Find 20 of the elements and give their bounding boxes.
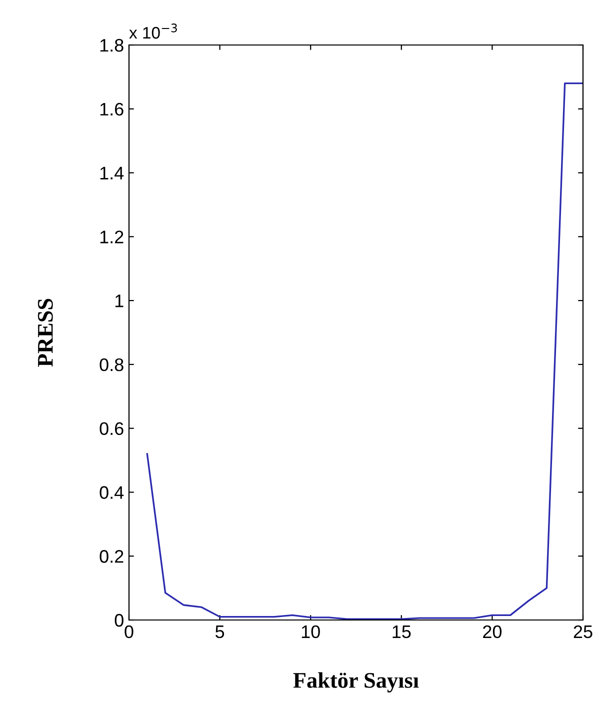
y-tick-label: 0.4 <box>100 486 124 499</box>
y-axis-title: PRESS <box>38 298 53 367</box>
text: x 10$^{−3}$ <box>129 24 177 39</box>
x-tick-label: 25 <box>574 625 592 638</box>
x-tick-label: 15 <box>392 626 411 638</box>
y-tick-label: 1.6 <box>100 102 124 116</box>
y-tick-label: 0.8 <box>100 358 124 372</box>
x-tick-label: 5 <box>216 626 224 638</box>
y-tick-label: 1.8 <box>100 38 124 52</box>
x-tick-label: 0 <box>124 625 134 638</box>
line-series <box>146 82 583 620</box>
y-tick-label: 0 <box>114 614 124 627</box>
y-tick-label: 0.2 <box>100 550 124 563</box>
x-axis-title: Faktör Sayısı <box>293 672 419 692</box>
y-tick-label: 0.6 <box>100 422 124 436</box>
y-tick-label: 1 <box>115 294 124 308</box>
y-tick-label: 1.4 <box>100 166 124 180</box>
x-tick-label: 10 <box>302 625 320 638</box>
y-tick-label: 1.2 <box>100 230 124 244</box>
x-tick-label: 20 <box>483 625 502 638</box>
